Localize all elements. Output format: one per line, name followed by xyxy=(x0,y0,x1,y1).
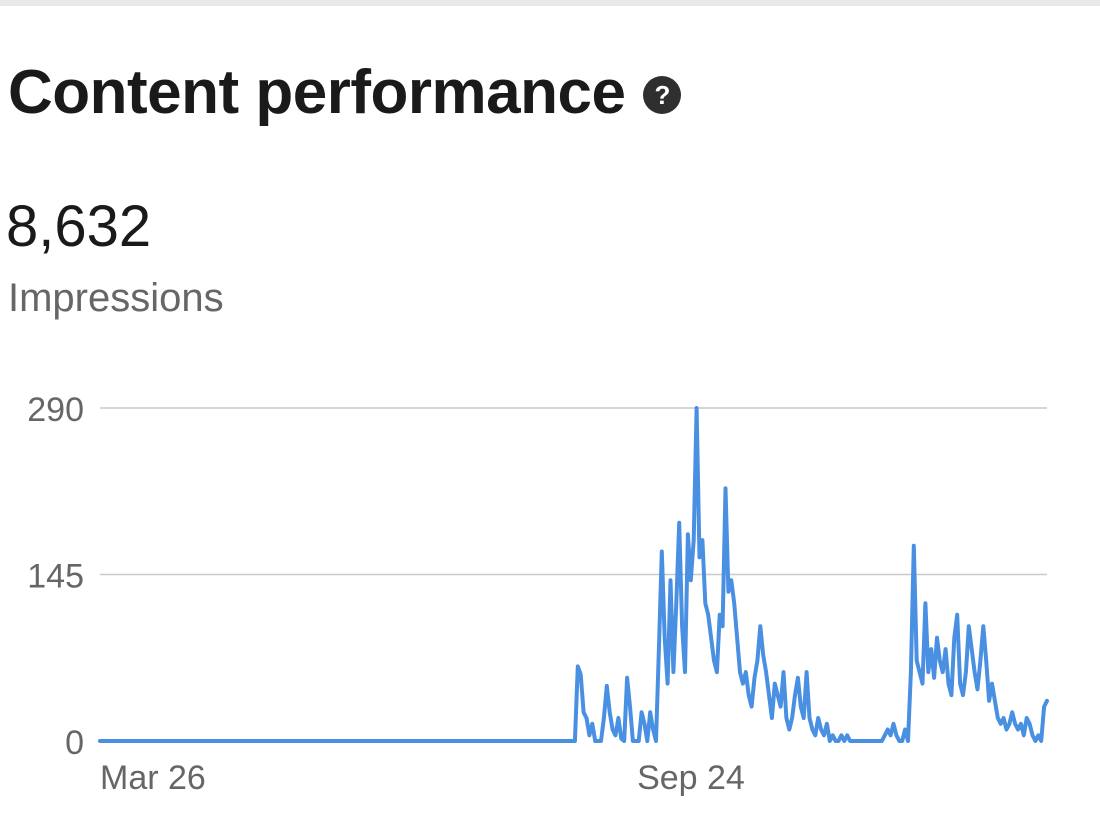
title-row: Content performance ? xyxy=(8,58,682,128)
x-tick-label-sep-24: Sep 24 xyxy=(637,759,745,797)
y-tick-label-290: 290 xyxy=(27,391,84,429)
y-axis-ticks: 0 145 290 xyxy=(27,391,84,762)
x-tick-label-mar-26: Mar 26 xyxy=(100,759,206,797)
grid-lines xyxy=(100,407,1047,576)
y-tick-label-0: 0 xyxy=(65,724,84,762)
top-divider xyxy=(0,0,1100,6)
page-title: Content performance xyxy=(8,58,626,127)
impressions-value: 8,632 xyxy=(6,194,152,259)
impressions-series-line xyxy=(98,406,1049,743)
x-axis-ticks: Mar 26 Sep 24 xyxy=(100,759,745,797)
question-circle-icon[interactable]: ? xyxy=(643,76,682,114)
impressions-line-chart: 0 145 290 Mar 26 Sep 24 xyxy=(27,391,1049,797)
y-tick-label-145: 145 xyxy=(27,558,84,596)
impressions-label: Impressions xyxy=(8,276,224,320)
